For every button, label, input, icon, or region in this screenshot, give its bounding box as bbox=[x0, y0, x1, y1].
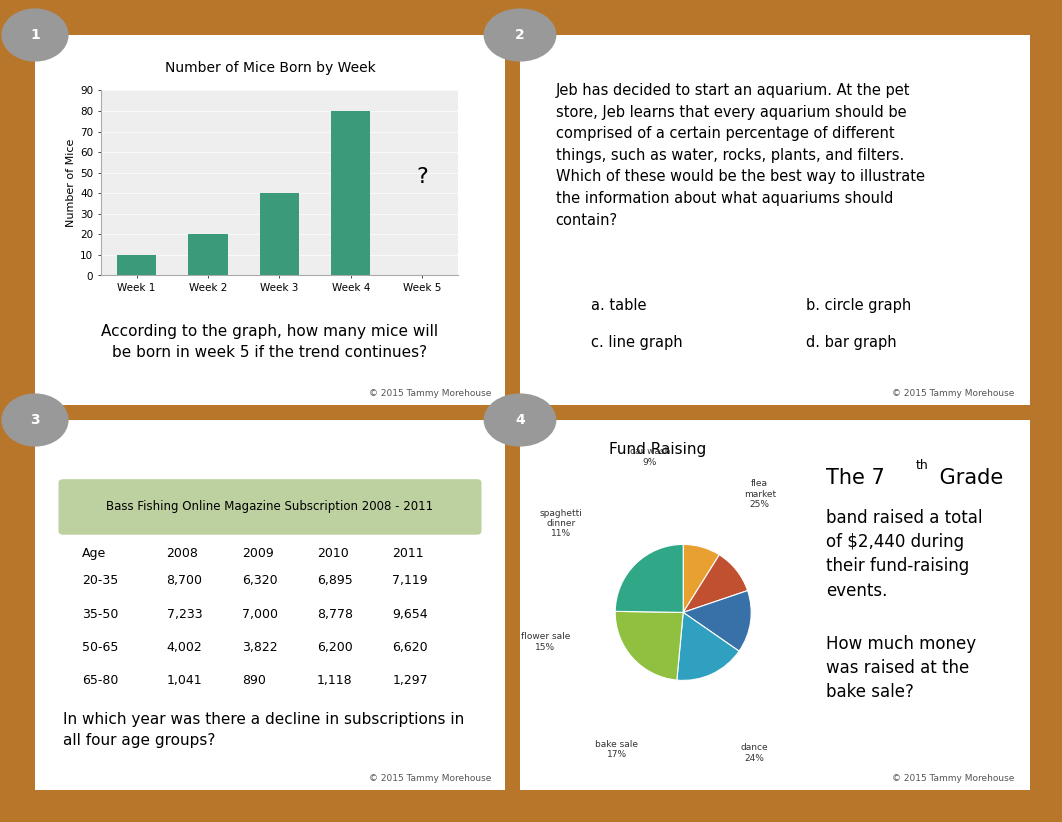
Text: flea
market
25%: flea market 25% bbox=[743, 479, 775, 509]
Text: 50-65: 50-65 bbox=[82, 641, 118, 654]
Text: Jeb has decided to start an aquarium. At the pet
store, Jeb learns that every aq: Jeb has decided to start an aquarium. At… bbox=[555, 83, 925, 228]
Text: c. line graph: c. line graph bbox=[592, 335, 683, 349]
Text: band raised a total
of $2,440 during
their fund-raising
events.: band raised a total of $2,440 during the… bbox=[826, 509, 982, 600]
Bar bbox=[331, 111, 371, 275]
Text: car wash
9%: car wash 9% bbox=[630, 447, 670, 467]
Text: The 7: The 7 bbox=[826, 468, 885, 488]
Circle shape bbox=[2, 394, 68, 446]
Text: Age: Age bbox=[82, 547, 106, 560]
Text: 4: 4 bbox=[515, 413, 525, 427]
Wedge shape bbox=[676, 612, 739, 681]
Circle shape bbox=[2, 9, 68, 61]
Text: dance
24%: dance 24% bbox=[741, 743, 769, 763]
Text: d. bar graph: d. bar graph bbox=[806, 335, 896, 349]
Text: 4,002: 4,002 bbox=[167, 641, 203, 654]
Text: 890: 890 bbox=[242, 674, 266, 687]
Wedge shape bbox=[615, 612, 683, 680]
Text: © 2015 Tammy Morehouse: © 2015 Tammy Morehouse bbox=[892, 774, 1014, 783]
Text: Bass Fishing Online Magazine Subscription 2008 - 2011: Bass Fishing Online Magazine Subscriptio… bbox=[106, 501, 433, 514]
Text: flower sale
15%: flower sale 15% bbox=[520, 632, 570, 652]
Text: spaghetti
dinner
11%: spaghetti dinner 11% bbox=[539, 509, 582, 538]
Text: Grade: Grade bbox=[933, 468, 1004, 488]
Text: 1,297: 1,297 bbox=[392, 674, 428, 687]
Wedge shape bbox=[683, 544, 719, 612]
Text: 7,233: 7,233 bbox=[167, 607, 202, 621]
Text: How much money
was raised at the
bake sale?: How much money was raised at the bake sa… bbox=[826, 635, 976, 701]
Text: 1,041: 1,041 bbox=[167, 674, 202, 687]
Text: 3,822: 3,822 bbox=[242, 641, 277, 654]
Bar bbox=[260, 193, 299, 275]
Text: 2008: 2008 bbox=[167, 547, 199, 560]
Text: 65-80: 65-80 bbox=[82, 674, 118, 687]
Text: 6,895: 6,895 bbox=[316, 575, 353, 588]
Text: 7,000: 7,000 bbox=[242, 607, 278, 621]
Text: © 2015 Tammy Morehouse: © 2015 Tammy Morehouse bbox=[892, 389, 1014, 398]
Text: Fund Raising: Fund Raising bbox=[610, 442, 706, 457]
Text: 6,200: 6,200 bbox=[316, 641, 353, 654]
Text: 35-50: 35-50 bbox=[82, 607, 118, 621]
Text: 20-35: 20-35 bbox=[82, 575, 118, 588]
Text: bake sale
17%: bake sale 17% bbox=[596, 740, 638, 759]
Text: a. table: a. table bbox=[592, 298, 647, 312]
Text: 7,119: 7,119 bbox=[392, 575, 428, 588]
Text: 6,620: 6,620 bbox=[392, 641, 428, 654]
Text: © 2015 Tammy Morehouse: © 2015 Tammy Morehouse bbox=[369, 389, 491, 398]
Text: © 2015 Tammy Morehouse: © 2015 Tammy Morehouse bbox=[369, 774, 491, 783]
Text: b. circle graph: b. circle graph bbox=[806, 298, 911, 312]
Text: In which year was there a decline in subscriptions in
all four age groups?: In which year was there a decline in sub… bbox=[64, 713, 464, 748]
Wedge shape bbox=[683, 555, 748, 612]
Wedge shape bbox=[683, 590, 751, 651]
Text: 1: 1 bbox=[30, 28, 40, 42]
FancyBboxPatch shape bbox=[58, 479, 481, 534]
Text: 8,778: 8,778 bbox=[316, 607, 353, 621]
Text: 1,118: 1,118 bbox=[316, 674, 353, 687]
Text: th: th bbox=[915, 459, 928, 472]
Text: 2009: 2009 bbox=[242, 547, 274, 560]
Text: According to the graph, how many mice will
be born in week 5 if the trend contin: According to the graph, how many mice wi… bbox=[102, 324, 439, 360]
Text: 2011: 2011 bbox=[392, 547, 424, 560]
Bar bbox=[117, 255, 156, 275]
Y-axis label: Number of Mice: Number of Mice bbox=[66, 139, 75, 227]
Text: 8,700: 8,700 bbox=[167, 575, 203, 588]
Text: 2: 2 bbox=[515, 28, 525, 42]
Text: 2010: 2010 bbox=[316, 547, 348, 560]
Circle shape bbox=[484, 394, 555, 446]
Text: Number of Mice Born by Week: Number of Mice Born by Week bbox=[165, 61, 375, 75]
Text: ?: ? bbox=[416, 167, 428, 187]
Bar bbox=[188, 234, 227, 275]
Text: 3: 3 bbox=[30, 413, 39, 427]
Text: 6,320: 6,320 bbox=[242, 575, 277, 588]
Wedge shape bbox=[615, 544, 683, 612]
Text: 9,654: 9,654 bbox=[392, 607, 428, 621]
Circle shape bbox=[484, 9, 555, 61]
